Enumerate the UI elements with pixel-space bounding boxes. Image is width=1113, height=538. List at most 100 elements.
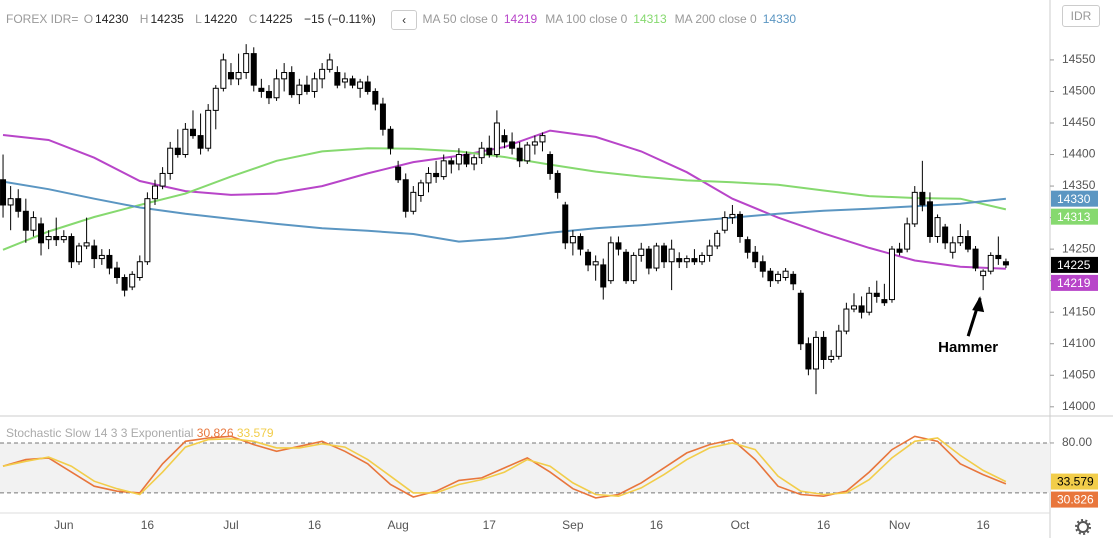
candle-body — [509, 141, 516, 149]
ma-value: 14219 — [503, 12, 538, 27]
ma-value: 14313 — [633, 12, 667, 27]
candle-body — [212, 87, 219, 111]
candle-body — [759, 261, 766, 272]
candle-body — [129, 273, 136, 288]
candle-body — [995, 254, 1002, 260]
candle-body — [858, 305, 865, 313]
candle-body — [752, 251, 759, 263]
price-badge-label: 14225 — [1057, 258, 1091, 272]
candle-body — [76, 245, 83, 263]
candle-body — [896, 248, 903, 253]
candle-body — [83, 242, 90, 247]
candle-body — [349, 78, 356, 86]
candle-body — [820, 336, 827, 360]
candle-body — [767, 270, 774, 282]
candle-body — [38, 223, 45, 244]
candle-body — [174, 147, 181, 156]
candle-body — [805, 343, 812, 370]
candle-body — [554, 172, 561, 193]
candle-body — [881, 299, 888, 304]
ma-name: MA 100 close 0 — [545, 12, 628, 27]
candle-body — [265, 90, 272, 99]
candle-body — [425, 172, 432, 184]
legend-header: FOREX IDR= O 14230 H 14235 L 14220 C 14225 −… — [6, 10, 806, 30]
candle-body — [699, 254, 706, 263]
candle-body — [972, 248, 979, 269]
ma-legend: MA 50 close 0 14219 MA 100 close 0 14313 MA … — [422, 12, 804, 26]
y-tick-label: 14100 — [1062, 336, 1096, 350]
candle-body — [60, 236, 67, 241]
x-tick-label: 16 — [308, 518, 322, 532]
candle-body — [448, 160, 455, 165]
ohlc-label: C — [248, 12, 258, 27]
candle-body — [478, 147, 485, 159]
candle-body — [904, 223, 911, 250]
stoch-title: Stochastic Slow 14 3 3 Exponential — [6, 426, 194, 440]
candle-body — [797, 292, 804, 345]
candle-body — [782, 270, 789, 279]
x-tick-label: Sep — [562, 518, 584, 532]
open-value: 14230 — [95, 12, 129, 27]
collapse-button[interactable]: ‹ — [391, 10, 418, 30]
candle-body — [775, 273, 782, 282]
y-tick-label: 14450 — [1062, 115, 1096, 129]
candle-body — [471, 157, 478, 165]
candle-body — [547, 154, 554, 174]
candle-body — [600, 264, 607, 288]
candle-body — [828, 355, 835, 360]
candle-body — [577, 236, 584, 250]
candle-body — [326, 59, 333, 70]
candle-body — [668, 248, 675, 263]
candle-body — [334, 72, 341, 86]
series-line — [2, 147, 1007, 251]
settings-icon[interactable] — [1075, 519, 1091, 535]
price-badge-label: 14313 — [1057, 210, 1091, 224]
candle-body — [957, 236, 964, 244]
price-badge-label: 14219 — [1057, 276, 1091, 290]
candle-body — [843, 308, 850, 332]
candle-body — [341, 78, 348, 83]
annotation-arrowhead — [972, 296, 985, 313]
candle-body — [250, 53, 257, 86]
symbol: FOREX IDR= — [6, 12, 79, 27]
candle-body — [205, 109, 212, 149]
candle-body — [964, 236, 971, 250]
x-tick-label: Oct — [731, 518, 750, 532]
x-tick-label: 16 — [817, 518, 831, 532]
candle-body — [714, 232, 721, 247]
price-badge — [1051, 491, 1098, 508]
y-tick-label: 14250 — [1062, 241, 1096, 255]
candle-body — [197, 135, 204, 149]
currency-button[interactable]: IDR — [1062, 5, 1100, 27]
candle-body — [615, 242, 622, 250]
candle-body — [569, 236, 576, 244]
candle-body — [630, 254, 637, 282]
candle-body — [645, 248, 652, 269]
ma-name: MA 50 close 0 — [422, 12, 498, 27]
candle-body — [121, 277, 128, 291]
candle-body — [136, 261, 143, 279]
x-tick-label: 16 — [650, 518, 664, 532]
price-badge — [1051, 256, 1098, 273]
candle-body — [311, 78, 318, 92]
candle-body — [486, 147, 493, 156]
stoch-legend: Stochastic Slow 14 3 3 Exponential 30.82… — [6, 426, 274, 440]
x-tick-label: Jun — [54, 518, 73, 532]
candle-body — [539, 135, 546, 143]
candle-body — [911, 191, 918, 225]
candle-body — [562, 204, 569, 244]
price-badge-label: 14330 — [1057, 192, 1091, 206]
high-value: 14235 — [150, 12, 184, 27]
ohlc-label: O — [83, 12, 94, 27]
candle-body — [1002, 261, 1009, 266]
x-tick-label: Nov — [889, 518, 910, 532]
candle-body — [319, 68, 326, 80]
ohlc-label: L — [195, 12, 202, 27]
candle-body — [691, 258, 698, 263]
y-tick-label: 80.00 — [1062, 435, 1092, 449]
candle-body — [288, 72, 295, 96]
candle-body — [402, 179, 409, 212]
candle-body — [410, 191, 417, 212]
candle-body — [387, 128, 394, 149]
